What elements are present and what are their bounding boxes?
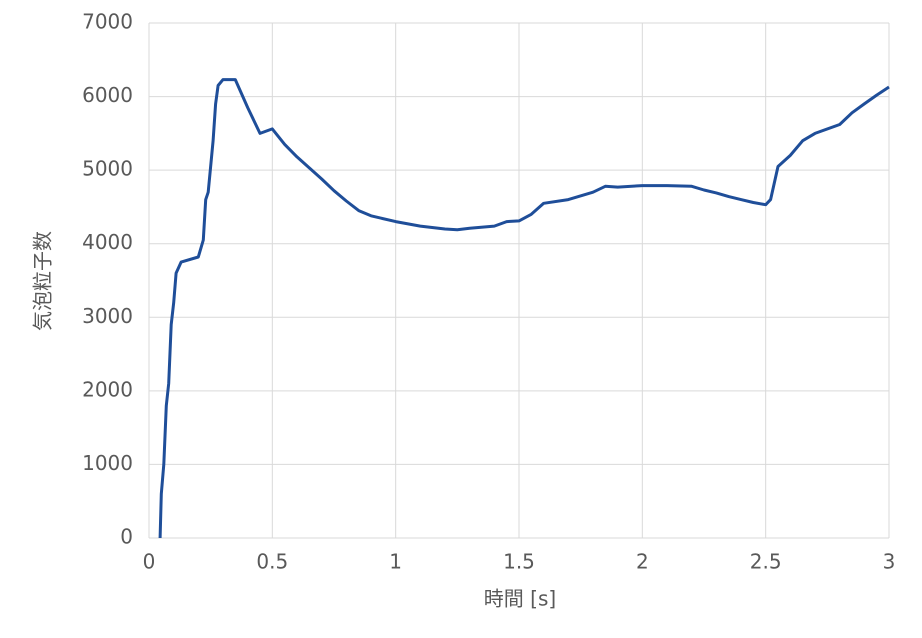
- y-tick-label: 6000: [82, 83, 133, 107]
- y-tick-label: 2000: [82, 377, 133, 401]
- y-tick-label: 4000: [82, 230, 133, 254]
- x-axis-label: 時間 [s]: [484, 587, 556, 611]
- y-tick-label: 1000: [82, 451, 133, 475]
- y-tick-label: 0: [120, 525, 133, 549]
- x-tick-label: 0.5: [256, 550, 288, 574]
- x-tick-label: 3: [883, 550, 896, 574]
- x-tick-label: 1.5: [503, 550, 535, 574]
- x-tick-label: 2.5: [750, 550, 782, 574]
- y-tick-label: 3000: [82, 304, 133, 328]
- x-tick-label: 1: [389, 550, 402, 574]
- y-tick-label: 7000: [82, 10, 133, 34]
- data-line: [158, 78, 890, 539]
- y-axis-label: 気泡粒子数: [31, 231, 55, 331]
- x-tick-label: 0: [143, 550, 156, 574]
- y-tick-label: 5000: [82, 157, 133, 181]
- x-tick-label: 2: [636, 550, 649, 574]
